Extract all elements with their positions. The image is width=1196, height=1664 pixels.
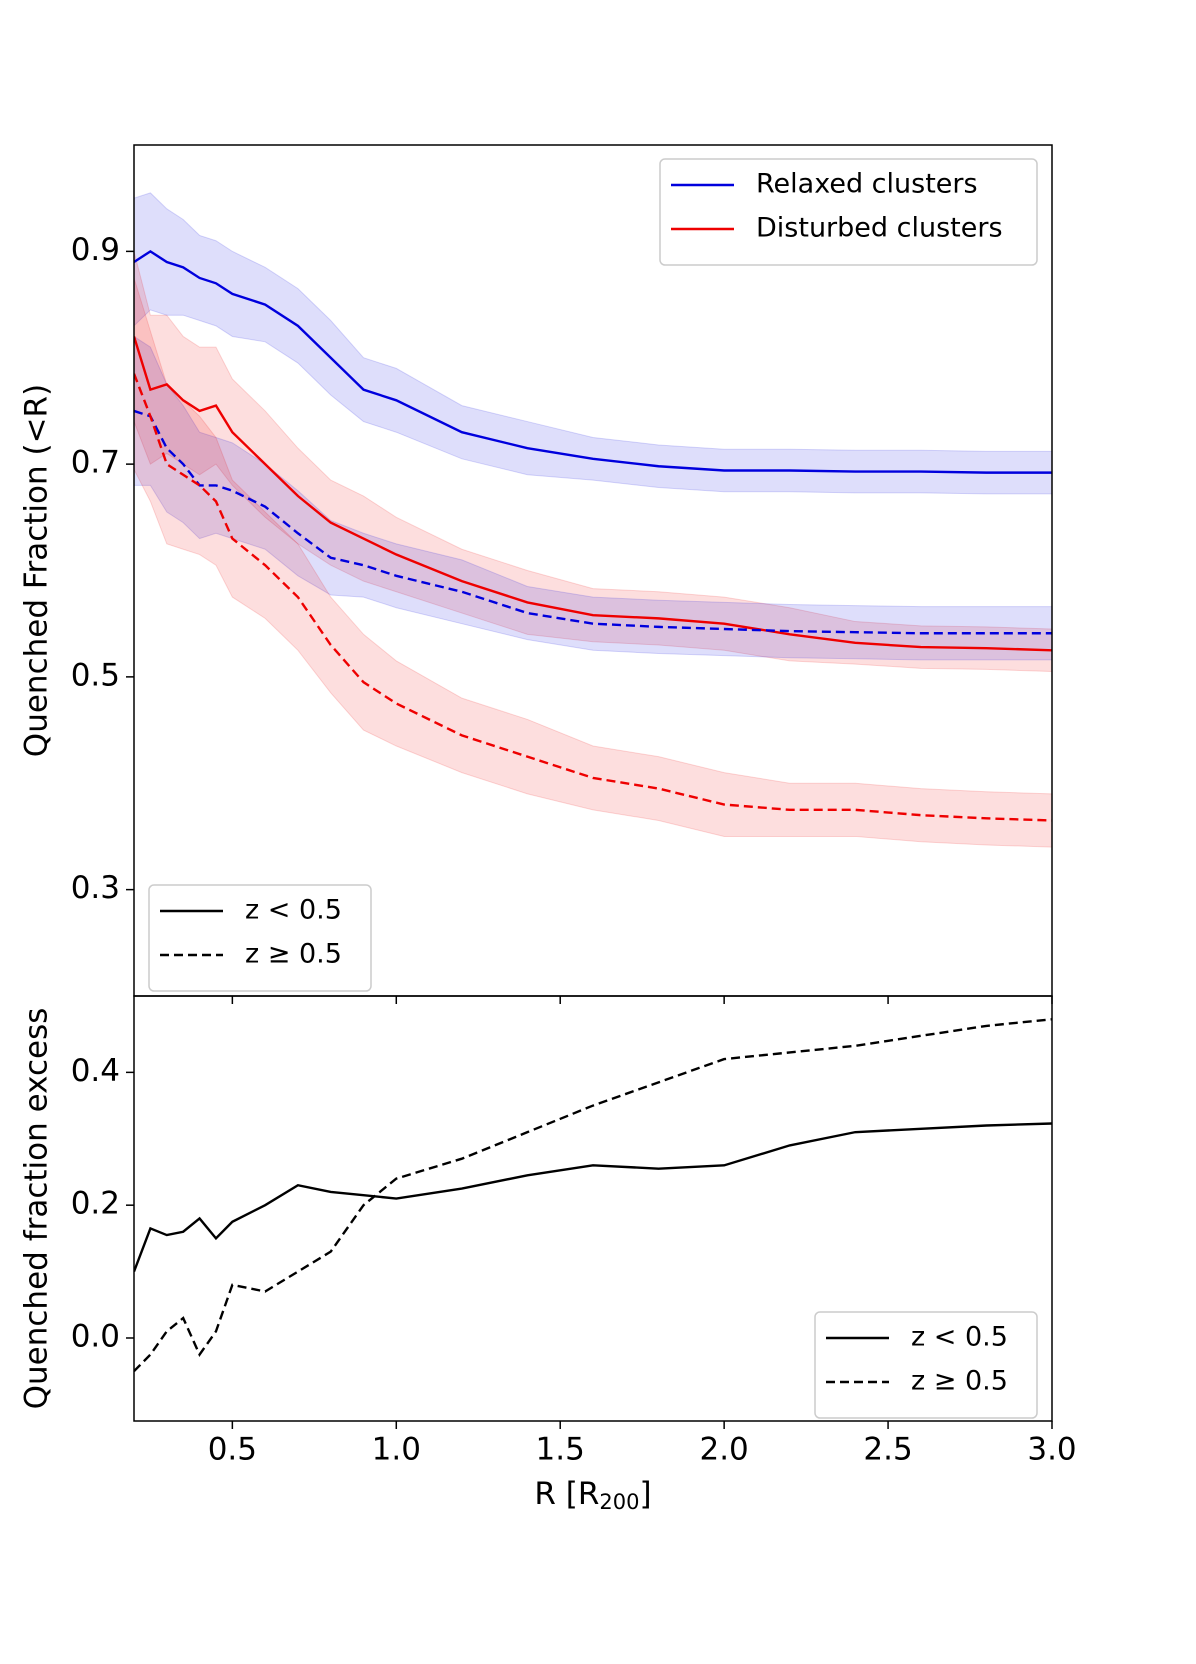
data-line xyxy=(134,1018,1052,1373)
error-band xyxy=(134,277,1052,848)
plot-area xyxy=(134,1018,1052,1373)
x-tick-label: 0.5 xyxy=(208,1432,257,1468)
x-axis-label-sub: 200 xyxy=(599,1490,639,1514)
y-tick-label: 0.0 xyxy=(71,1318,120,1354)
y-tick-label: 0.5 xyxy=(71,657,120,693)
data-line xyxy=(134,409,1052,635)
data-line xyxy=(134,1122,1052,1273)
data-line xyxy=(134,373,1052,822)
legend-label: z ≥ 0.5 xyxy=(911,1366,1008,1397)
x-tick-label: 3.0 xyxy=(1027,1432,1076,1468)
x-tick-label: 1.5 xyxy=(536,1432,585,1468)
legend-label: z ≥ 0.5 xyxy=(245,939,342,970)
x-tick-label: 2.0 xyxy=(699,1432,748,1468)
x-axis-label: R [R200] xyxy=(534,1476,651,1515)
legend-label: z < 0.5 xyxy=(245,895,342,926)
y-tick-label: 0.9 xyxy=(71,232,120,268)
data-line xyxy=(134,249,1052,474)
plot-area xyxy=(134,192,1052,848)
legend-label: z < 0.5 xyxy=(911,1322,1008,1353)
error-band xyxy=(134,335,1052,661)
x-axis-label-main: R [R xyxy=(534,1476,599,1512)
x-tick-label: 2.5 xyxy=(863,1432,912,1468)
data-line xyxy=(134,336,1052,652)
y-tick-label: 0.4 xyxy=(71,1053,120,1089)
x-tick-label: 1.0 xyxy=(372,1432,421,1468)
x-axis-label-end: ] xyxy=(640,1476,652,1512)
y-axis-label: Quenched Fraction (<R) xyxy=(19,384,55,757)
error-band xyxy=(134,192,1052,495)
legend-box xyxy=(659,158,1038,266)
legend-label: Relaxed clusters xyxy=(756,169,978,200)
axes-frame xyxy=(133,995,1053,1422)
y-tick-label: 0.3 xyxy=(71,870,120,906)
legend-label: Disturbed clusters xyxy=(756,213,1003,244)
y-tick-label: 0.2 xyxy=(71,1186,120,1222)
y-tick-label: 0.7 xyxy=(71,445,120,481)
y-axis-label: Quenched fraction excess xyxy=(19,1008,55,1410)
